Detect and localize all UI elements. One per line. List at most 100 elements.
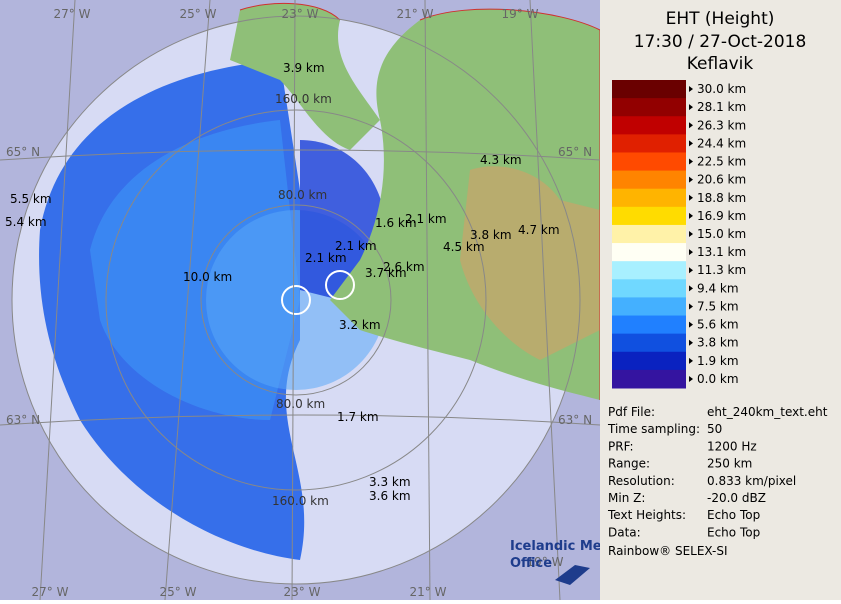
echo-top-label: 5.5 km xyxy=(10,192,52,206)
lon-label: 25° W xyxy=(180,7,217,21)
echo-top-label: 1.7 km xyxy=(337,410,379,424)
info-key: Min Z: xyxy=(608,491,645,505)
legend-swatch xyxy=(612,80,686,99)
lat-label: 65° N xyxy=(6,145,40,159)
legend-swatch xyxy=(612,116,686,135)
info-key: PRF: xyxy=(608,439,634,453)
legend-arrow xyxy=(689,231,693,237)
legend-arrow xyxy=(689,303,693,310)
lat-label: 63° N xyxy=(558,413,592,427)
echo-top-label: 4.3 km xyxy=(480,153,522,167)
info-value: -20.0 dBZ xyxy=(707,491,766,505)
legend-arrow xyxy=(689,122,693,129)
echo-top-label: 2.1 km xyxy=(305,251,347,265)
echo-top-label: 2.1 km xyxy=(405,212,447,226)
color-legend: 30.0 km 28.1 km 26.3 km 24.4 km 22.5 km 20.6 … xyxy=(612,80,746,389)
echo-top-label: 1.6 km xyxy=(375,216,417,230)
info-key: Range: xyxy=(608,457,650,471)
legend-label: 28.1 km xyxy=(697,100,746,114)
info-key: Pdf File: xyxy=(608,405,655,419)
echo-top-label: 3.8 km xyxy=(470,228,512,242)
legend-label: 13.1 km xyxy=(697,245,746,259)
legend-swatch xyxy=(612,243,686,262)
graticule xyxy=(0,0,601,601)
echo-top-label: 3.3 km xyxy=(369,475,411,489)
lon-label: 19° W xyxy=(502,7,539,21)
legend-swatch xyxy=(612,98,686,117)
legend-swatch xyxy=(612,369,686,389)
legend-swatch xyxy=(612,170,686,190)
graticule-labels: 27° W 25° W 23° W 21° W 19° W 27° W 25° … xyxy=(6,7,592,599)
info-value: 1200 Hz xyxy=(707,439,757,453)
legend-arrow xyxy=(689,375,693,382)
legend-label: 7.5 km xyxy=(697,299,739,313)
legend-label: 11.3 km xyxy=(697,263,746,277)
echo-top-label: 4.7 km xyxy=(518,223,560,237)
legend-arrow xyxy=(689,158,693,165)
legend-swatch xyxy=(612,297,686,317)
echo-top-labels: 3.9 km 5.5 km 5.4 km 10.0 km 4.3 km 1.6 … xyxy=(5,61,560,503)
echo-top-label: 4.5 km xyxy=(443,240,485,254)
ring-label: 80.0 km xyxy=(276,397,325,411)
echo-top-label: 10.0 km xyxy=(183,270,232,284)
range-rings xyxy=(11,15,581,585)
legend-swatch xyxy=(612,315,686,335)
info-value: 0.833 km/pixel xyxy=(707,474,796,488)
legend-swatch xyxy=(612,333,686,353)
legend-arrow xyxy=(689,104,693,111)
lon-label: 21° W xyxy=(410,585,447,599)
lon-label: 23° W xyxy=(284,585,321,599)
legend-label: 18.8 km xyxy=(697,191,746,205)
panel-title: EHT (Height) xyxy=(666,9,775,29)
info-value: eht_240km_text.eht xyxy=(707,405,828,419)
legend-label: 22.5 km xyxy=(697,155,746,169)
legend-label: 16.9 km xyxy=(697,209,746,223)
legend-arrow xyxy=(689,285,693,292)
echo-top-label: 3.2 km xyxy=(339,318,381,332)
lon-label: 27° W xyxy=(32,585,69,599)
legend-label: 26.3 km xyxy=(697,118,746,132)
echo-top-label: 2.6 km xyxy=(383,260,425,274)
echo-top-label: 2.1 km xyxy=(335,239,377,253)
legend-arrow xyxy=(689,339,693,346)
lon-label: 23° W xyxy=(282,7,319,21)
info-value: Echo Top xyxy=(707,508,760,522)
info-key: Data: xyxy=(608,525,641,539)
logo-text: Icelandic Met xyxy=(510,539,608,554)
legend-label: 30.0 km xyxy=(697,82,746,96)
ring-label: 160.0 km xyxy=(275,92,332,106)
legend-arrow xyxy=(689,321,693,328)
legend-arrow xyxy=(689,249,693,256)
lon-label: 25° W xyxy=(160,585,197,599)
info-value: 250 km xyxy=(707,457,752,471)
legend-label: 9.4 km xyxy=(697,281,739,295)
logo: Icelandic Met Office xyxy=(510,539,608,585)
legend-swatch xyxy=(612,188,686,208)
legend-arrow xyxy=(689,176,693,183)
legend-label: 5.6 km xyxy=(697,318,739,332)
info-key: Text Heights: xyxy=(607,508,686,522)
echo-top-label: 3.6 km xyxy=(369,489,411,503)
legend-swatch xyxy=(612,261,686,280)
legend-label: 3.8 km xyxy=(697,336,739,350)
legend-arrow xyxy=(689,194,693,201)
panel-station: Keflavik xyxy=(687,54,754,74)
legend-arrow xyxy=(689,86,693,93)
legend-arrow xyxy=(689,212,693,219)
ring-labels: 160.0 km 80.0 km 80.0 km 160.0 km xyxy=(272,92,332,508)
info-value: Echo Top xyxy=(707,525,760,539)
legend-arrow xyxy=(689,140,693,147)
credit: Rainbow® SELEX-SI xyxy=(608,544,728,558)
lat-label: 65° N xyxy=(558,145,592,159)
legend-label: 15.0 km xyxy=(697,227,746,241)
legend-label: 1.9 km xyxy=(697,354,739,368)
legend-swatch xyxy=(612,351,686,371)
lon-label: 19° W xyxy=(527,555,564,569)
lat-label: 63° N xyxy=(6,413,40,427)
coastline xyxy=(239,3,601,400)
legend-label: 20.6 km xyxy=(697,173,746,187)
legend-label: 24.4 km xyxy=(697,136,746,150)
info-table: Pdf File: eht_240km_text.eht Time sampling… xyxy=(607,405,828,539)
legend-swatch xyxy=(612,279,686,298)
land xyxy=(230,3,380,150)
